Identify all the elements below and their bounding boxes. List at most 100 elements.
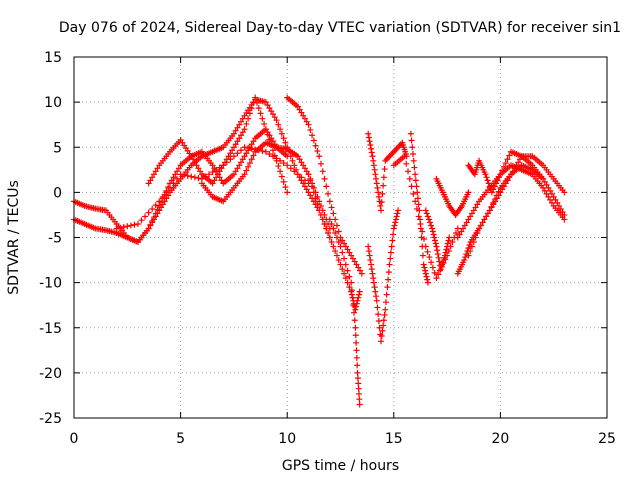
data-point (195, 175, 202, 182)
data-point (461, 257, 468, 264)
data-point (444, 243, 451, 250)
data-point (368, 145, 375, 152)
data-point (353, 300, 360, 307)
data-point (120, 223, 127, 230)
data-point (294, 153, 301, 160)
data-point (216, 164, 223, 171)
data-point (305, 189, 312, 196)
data-point (368, 149, 375, 156)
data-point (365, 130, 372, 137)
data-point (301, 183, 308, 190)
series-track-1 (71, 96, 333, 246)
data-point (389, 237, 396, 244)
data-point (349, 294, 356, 301)
data-point (370, 279, 377, 286)
data-point (348, 287, 355, 294)
plot-frame (73, 56, 608, 419)
y-tick-label: -20 (39, 366, 62, 382)
data-point (275, 163, 282, 170)
data-point (268, 108, 275, 115)
data-point (298, 109, 305, 116)
data-point (452, 229, 459, 236)
data-point (190, 156, 197, 163)
data-point (238, 147, 245, 154)
data-point (422, 207, 429, 214)
data-point (278, 173, 285, 180)
data-point (417, 225, 424, 232)
data-point (454, 234, 461, 241)
data-point (248, 156, 255, 163)
data-point (500, 163, 507, 170)
data-point (236, 135, 243, 142)
data-point (328, 204, 335, 211)
data-point (541, 178, 548, 185)
data-point (379, 190, 386, 197)
y-tick-label: -15 (39, 321, 62, 337)
data-point (380, 182, 387, 189)
data-point (556, 202, 563, 209)
data-point (484, 177, 491, 184)
data-point (277, 168, 284, 175)
data-point (368, 266, 375, 273)
data-point (351, 309, 358, 316)
data-point (149, 174, 156, 181)
data-point (412, 198, 419, 205)
data-point (419, 243, 426, 250)
data-point (372, 171, 379, 178)
data-point (557, 205, 564, 212)
chart-title: Day 076 of 2024, Sidereal Day-to-day VTE… (59, 20, 621, 36)
data-point (490, 186, 497, 193)
data-point (548, 190, 555, 197)
data-point (273, 155, 280, 162)
data-point (371, 166, 378, 173)
data-point (385, 276, 392, 283)
data-point (333, 252, 340, 259)
data-point (280, 135, 287, 142)
data-point (543, 190, 550, 197)
data-point (337, 261, 344, 268)
data-point (147, 177, 154, 184)
data-point (117, 224, 124, 231)
data-point (234, 124, 241, 131)
data-point (284, 162, 291, 169)
data-point (380, 322, 387, 329)
data-point (326, 216, 333, 223)
data-point (234, 150, 241, 157)
data-point (365, 134, 372, 141)
data-point (253, 99, 260, 106)
data-point (301, 115, 308, 122)
data-point (431, 269, 438, 276)
series-track-11 (390, 153, 461, 282)
data-point (191, 174, 198, 181)
data-point (321, 175, 328, 182)
data-point (355, 385, 362, 392)
data-point (181, 172, 188, 179)
data-point (561, 211, 568, 218)
data-point (428, 222, 435, 229)
data-point (243, 167, 250, 174)
data-point (354, 362, 361, 369)
data-point (348, 252, 355, 259)
series-track-4 (113, 144, 312, 232)
data-point (545, 184, 552, 191)
data-point (339, 237, 346, 244)
data-point (474, 229, 481, 236)
data-point (165, 192, 172, 199)
data-point (495, 174, 502, 181)
data-point (422, 267, 429, 274)
data-point (305, 171, 312, 178)
y-tick-label: 0 (53, 185, 62, 201)
data-point (342, 261, 349, 268)
data-point (266, 105, 273, 112)
data-point (353, 354, 360, 361)
data-point (373, 297, 380, 304)
data-point (124, 223, 131, 230)
data-point (354, 369, 361, 376)
data-point (355, 264, 362, 271)
data-point (145, 225, 152, 232)
data-point (209, 162, 216, 169)
data-point (142, 213, 149, 220)
data-point (245, 145, 252, 152)
data-point (502, 160, 509, 167)
data-point (380, 174, 387, 181)
